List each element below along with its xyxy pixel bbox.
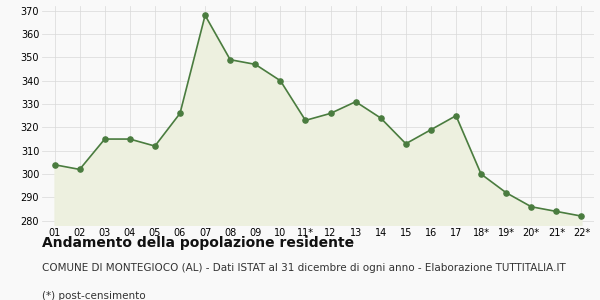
Point: [526, 204, 536, 209]
Point: [502, 190, 511, 195]
Text: (*) post-censimento: (*) post-censimento: [42, 291, 146, 300]
Point: [426, 127, 436, 132]
Point: [401, 141, 410, 146]
Point: [100, 137, 110, 142]
Point: [275, 78, 285, 83]
Point: [326, 111, 335, 116]
Point: [226, 57, 235, 62]
Point: [150, 144, 160, 148]
Point: [551, 209, 561, 214]
Point: [351, 99, 361, 104]
Point: [577, 214, 586, 218]
Point: [451, 113, 461, 118]
Point: [376, 116, 386, 120]
Point: [75, 167, 85, 172]
Text: Andamento della popolazione residente: Andamento della popolazione residente: [42, 236, 354, 250]
Point: [250, 62, 260, 67]
Point: [50, 162, 59, 167]
Point: [175, 111, 185, 116]
Point: [301, 118, 310, 123]
Point: [200, 13, 210, 18]
Point: [125, 137, 134, 142]
Point: [476, 172, 486, 176]
Text: COMUNE DI MONTEGIOCO (AL) - Dati ISTAT al 31 dicembre di ogni anno - Elaborazion: COMUNE DI MONTEGIOCO (AL) - Dati ISTAT a…: [42, 263, 566, 273]
